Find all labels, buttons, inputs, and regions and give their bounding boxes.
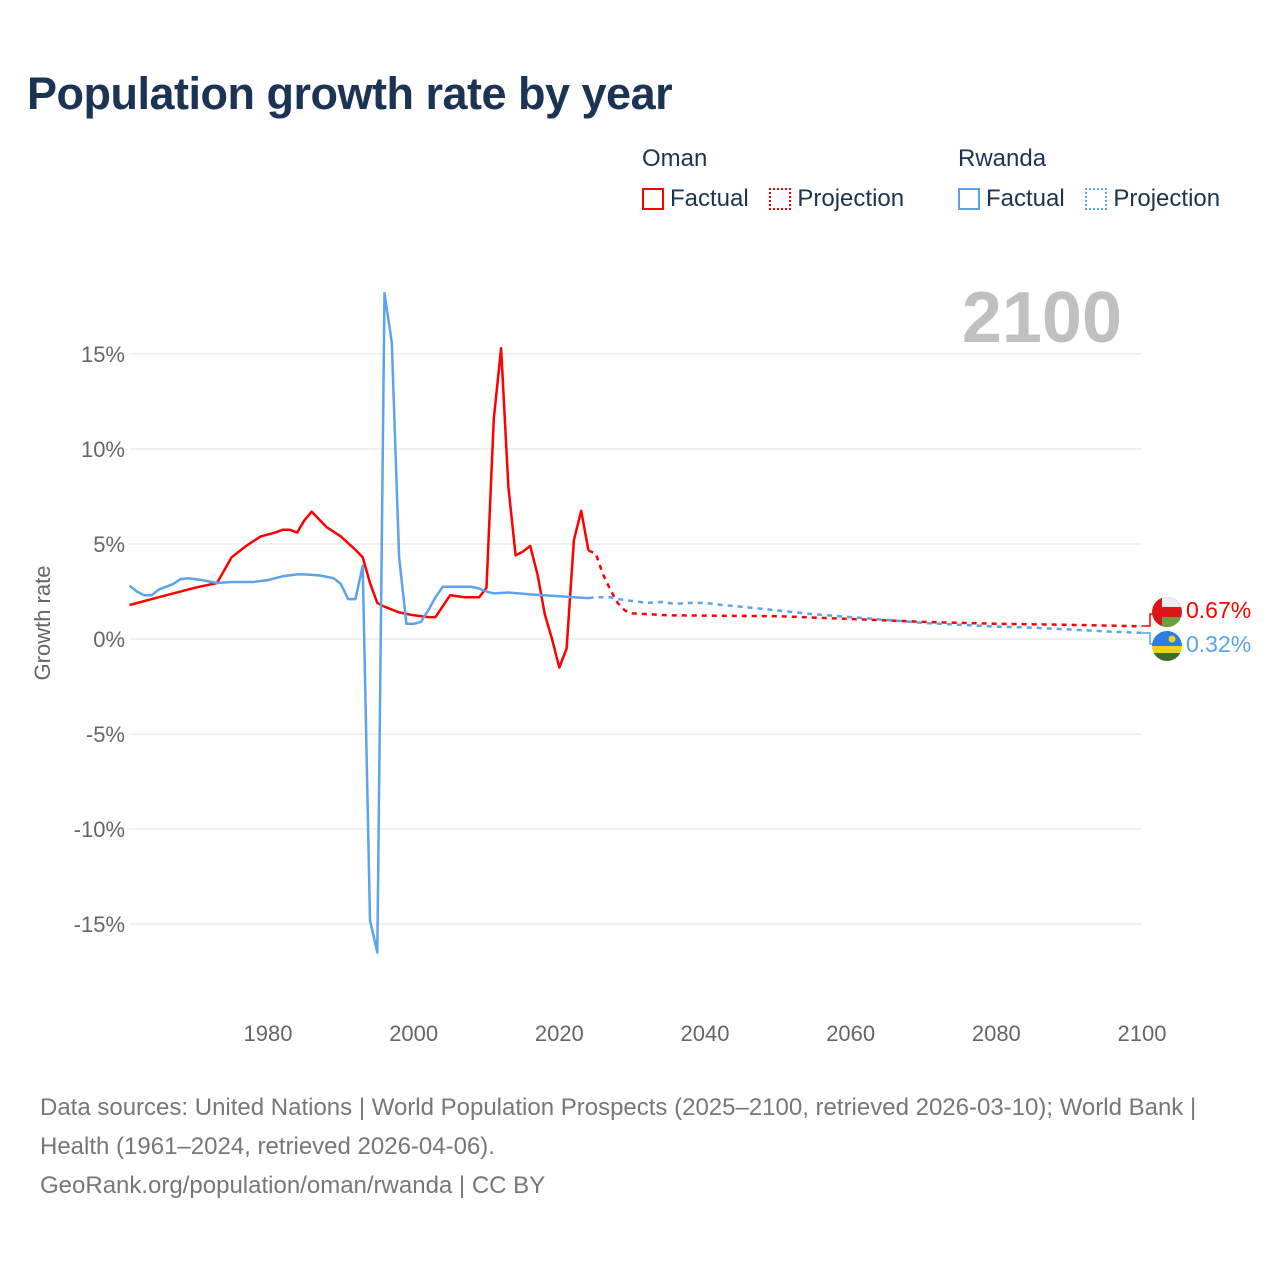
year-watermark: 2100 (962, 278, 1122, 358)
y-axis-label: Growth rate (30, 566, 55, 681)
oman-projection-line (588, 549, 1143, 628)
rwanda-projection-line (588, 595, 1143, 635)
y-tick-label: 0% (93, 627, 125, 652)
credit-link[interactable]: GeoRank.org/population/oman/rwanda | CC … (40, 1172, 546, 1199)
dotted-swatch-icon (769, 188, 792, 210)
x-tick-label: 2100 (1118, 1021, 1167, 1046)
solid-swatch-icon (958, 188, 980, 210)
y-tick-label: 15% (81, 342, 125, 367)
legend-oman: Oman Factual Projection (642, 145, 918, 217)
legend-oman-projection[interactable]: Projection (769, 185, 904, 213)
x-tick-label: 2000 (389, 1021, 438, 1046)
oman-factual-line (129, 347, 590, 669)
data-sources: Data sources: United Nations | World Pop… (40, 1094, 1197, 1160)
legend-oman-factual[interactable]: Factual (642, 185, 749, 213)
legend-label: Factual (986, 185, 1065, 212)
legend-rwanda-factual[interactable]: Factual (958, 185, 1065, 213)
solid-swatch-icon (642, 188, 664, 210)
legend-rwanda: Rwanda Factual Projection (958, 145, 1220, 217)
x-tick-label: 2020 (535, 1021, 584, 1046)
footer: Data sources: United Nations | World Pop… (40, 1088, 1240, 1205)
y-tick-label: 10% (81, 437, 125, 462)
rwanda-end-label: 0.32% (1186, 631, 1251, 657)
y-tick-label: -15% (74, 912, 125, 937)
legend-label: Factual (670, 185, 749, 212)
rwanda-factual-line (128, 291, 589, 954)
dotted-swatch-icon (1085, 188, 1108, 210)
x-tick-label: 1980 (244, 1021, 293, 1046)
oman-flag-icon (1152, 597, 1182, 627)
x-tick-label: 2040 (681, 1021, 730, 1046)
legend-country-rwanda: Rwanda (958, 145, 1047, 172)
x-tick-label: 2060 (826, 1021, 875, 1046)
y-tick-label: 5% (93, 532, 125, 557)
oman-end-label: 0.67% (1186, 597, 1251, 623)
chart-title: Population growth rate by year (27, 68, 673, 119)
legend-label: Projection (797, 185, 905, 212)
legend-label: Projection (1113, 185, 1221, 212)
legend-rwanda-projection[interactable]: Projection (1085, 185, 1220, 213)
x-tick-label: 2080 (972, 1021, 1021, 1046)
rwanda-flag-icon (1152, 631, 1182, 661)
y-tick-label: -10% (74, 817, 125, 842)
legend-country-oman: Oman (642, 145, 708, 172)
y-tick-label: -5% (86, 722, 125, 747)
